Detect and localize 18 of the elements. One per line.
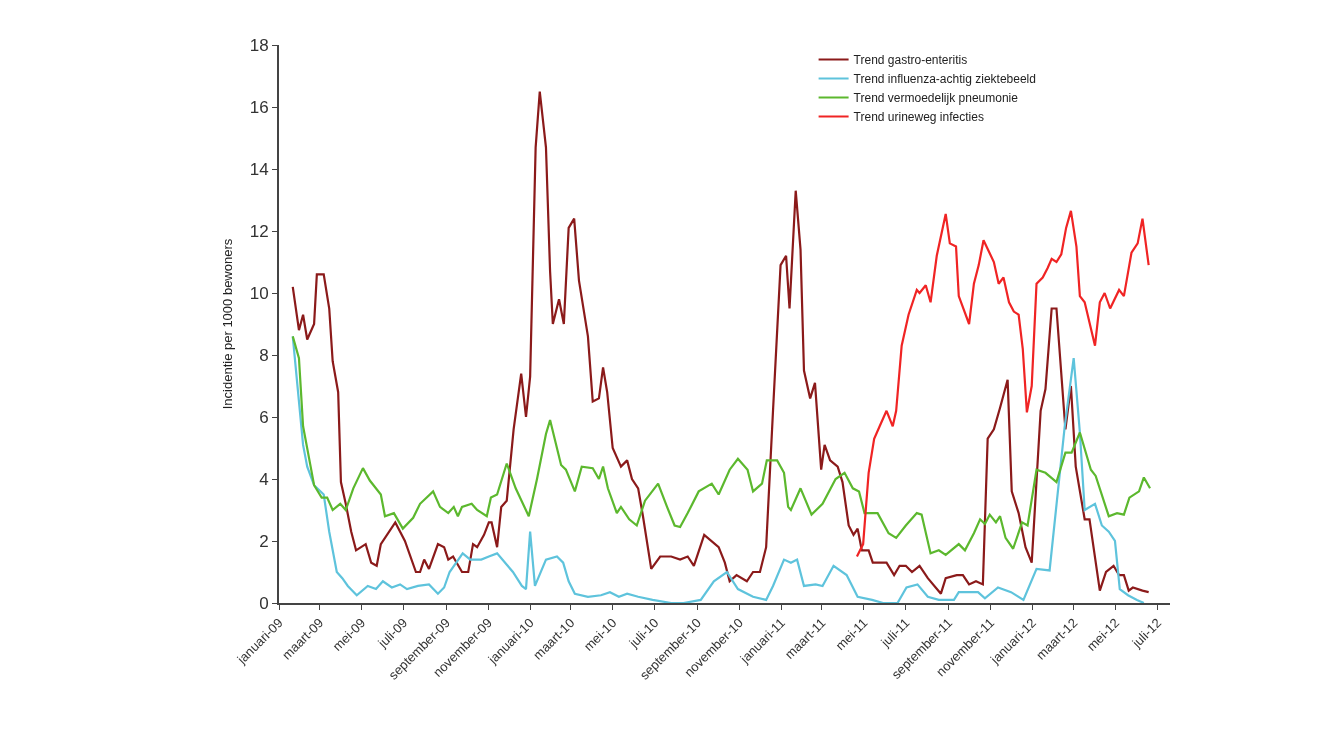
y-axis-title: Incidentie per 1000 bewoners <box>220 238 236 410</box>
y-tick-label: 14 <box>249 159 269 179</box>
legend-label: Trend influenza-achtig ziektebeeld <box>853 72 1036 87</box>
y-tick-label: 4 <box>259 469 269 489</box>
line-series <box>291 335 1152 557</box>
y-tick-label: 2 <box>259 531 269 551</box>
y-tick-label: 6 <box>259 407 269 427</box>
y-tick-label: 8 <box>259 345 269 365</box>
y-tick-label: 12 <box>249 221 269 241</box>
legend-label: Trend vermoedelijk pneumonie <box>853 91 1019 106</box>
line-series <box>291 90 1150 595</box>
y-tick-label: 0 <box>259 593 269 613</box>
y-tick-label: 10 <box>249 283 269 303</box>
line-series <box>855 209 1150 558</box>
y-tick-label: 16 <box>249 97 269 117</box>
legend-label: Trend gastro-enteritis <box>853 53 968 68</box>
y-tick-label: 18 <box>249 35 269 55</box>
legend-label: Trend urineweg infecties <box>853 110 984 125</box>
